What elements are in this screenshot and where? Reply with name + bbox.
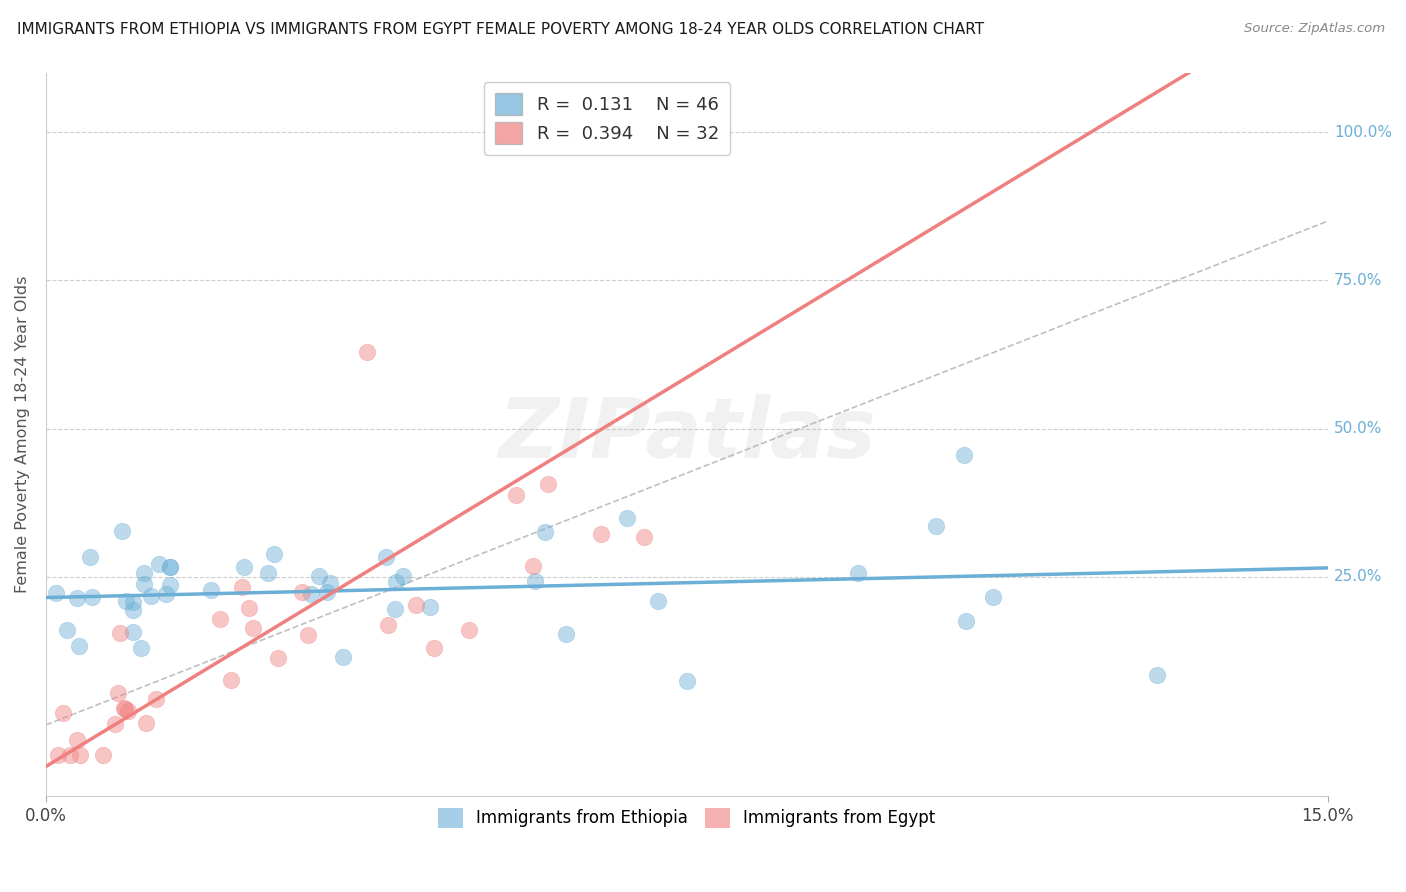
Point xyxy=(297,628,319,642)
Point xyxy=(46,747,69,762)
Point xyxy=(200,582,222,597)
Text: Source: ZipAtlas.com: Source: ZipAtlas.com xyxy=(1244,22,1385,36)
Point xyxy=(132,566,155,581)
Point xyxy=(675,673,697,688)
Point xyxy=(505,488,527,502)
Point xyxy=(122,594,145,608)
Point xyxy=(242,621,264,635)
Point xyxy=(319,576,342,591)
Point xyxy=(219,673,242,688)
Point xyxy=(257,566,280,581)
Point xyxy=(981,591,1004,605)
Text: ZIPatlas: ZIPatlas xyxy=(498,394,876,475)
Point xyxy=(332,649,354,664)
Point xyxy=(616,511,638,525)
Point xyxy=(423,640,446,655)
Point xyxy=(1146,667,1168,681)
Point xyxy=(356,344,378,359)
Point xyxy=(392,569,415,583)
Text: 25.0%: 25.0% xyxy=(1334,569,1382,584)
Y-axis label: Female Poverty Among 18-24 Year Olds: Female Poverty Among 18-24 Year Olds xyxy=(15,276,30,593)
Point xyxy=(308,569,330,583)
Point xyxy=(104,716,127,731)
Point xyxy=(924,518,946,533)
Point xyxy=(375,549,398,564)
Point xyxy=(56,623,79,637)
Point xyxy=(141,589,163,603)
Point xyxy=(299,586,322,600)
Point xyxy=(263,547,285,561)
Point xyxy=(208,612,231,626)
Point xyxy=(108,626,131,640)
Point xyxy=(384,602,406,616)
Point xyxy=(846,566,869,581)
Point xyxy=(117,704,139,718)
Text: 100.0%: 100.0% xyxy=(1334,125,1392,140)
Point xyxy=(148,557,170,571)
Point xyxy=(107,686,129,700)
Text: 75.0%: 75.0% xyxy=(1334,273,1382,288)
Point xyxy=(114,594,136,608)
Point xyxy=(952,448,974,462)
Point xyxy=(267,651,290,665)
Point xyxy=(419,600,441,615)
Point xyxy=(121,603,143,617)
Point xyxy=(633,530,655,544)
Point xyxy=(955,614,977,628)
Point xyxy=(232,559,254,574)
Point xyxy=(91,747,114,762)
Point xyxy=(121,625,143,640)
Point xyxy=(231,580,253,594)
Point xyxy=(159,560,181,574)
Point xyxy=(58,747,80,762)
Point xyxy=(384,575,406,590)
Text: 50.0%: 50.0% xyxy=(1334,421,1382,436)
Point xyxy=(238,601,260,615)
Legend: Immigrants from Ethiopia, Immigrants from Egypt: Immigrants from Ethiopia, Immigrants fro… xyxy=(432,801,942,835)
Point xyxy=(458,623,481,637)
Point xyxy=(591,527,613,541)
Text: IMMIGRANTS FROM ETHIOPIA VS IMMIGRANTS FROM EGYPT FEMALE POVERTY AMONG 18-24 YEA: IMMIGRANTS FROM ETHIOPIA VS IMMIGRANTS F… xyxy=(17,22,984,37)
Point xyxy=(145,692,167,706)
Point xyxy=(52,706,75,720)
Point xyxy=(114,702,136,716)
Point xyxy=(129,641,152,656)
Point xyxy=(112,701,135,715)
Point xyxy=(405,598,427,612)
Point xyxy=(377,618,399,632)
Point xyxy=(159,559,181,574)
Point xyxy=(155,586,177,600)
Point xyxy=(316,585,339,599)
Point xyxy=(111,524,134,538)
Point xyxy=(537,477,560,491)
Point xyxy=(523,574,546,589)
Point xyxy=(534,525,557,540)
Point xyxy=(66,732,89,747)
Point xyxy=(67,639,90,653)
Point xyxy=(65,591,87,606)
Point xyxy=(291,585,314,599)
Point xyxy=(522,559,544,574)
Point xyxy=(79,549,101,564)
Point xyxy=(555,626,578,640)
Point xyxy=(82,591,104,605)
Point xyxy=(647,594,669,608)
Point xyxy=(44,585,66,599)
Point xyxy=(69,747,91,762)
Point xyxy=(135,715,157,730)
Point xyxy=(132,576,155,591)
Point xyxy=(159,577,181,591)
